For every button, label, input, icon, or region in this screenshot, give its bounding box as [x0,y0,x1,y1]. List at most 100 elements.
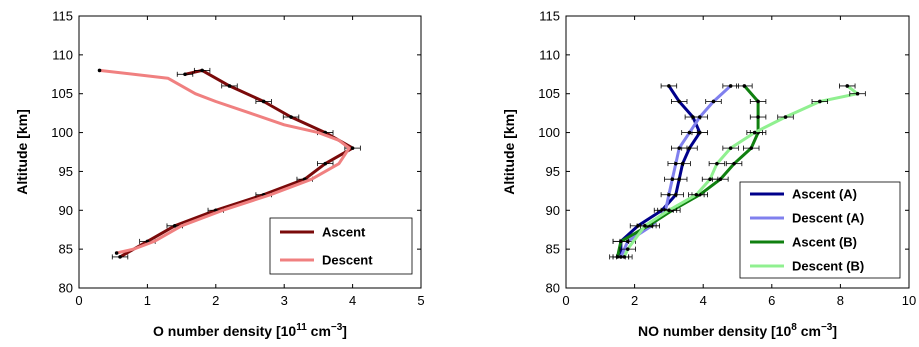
series-2 [97,68,351,255]
data-point [643,224,647,228]
legend-box [739,181,901,279]
y-tick-label: 100 [51,125,73,140]
x-tick-label: 8 [837,293,844,308]
x-tick-label: 4 [349,293,356,308]
y-tick-label: 115 [539,9,560,24]
data-point [114,251,119,255]
data-point [200,68,204,73]
x-axis-label: NO number density [108 cm−3] [638,322,837,339]
y-tick-label: 110 [52,47,73,62]
data-point [708,177,712,181]
legend-label: Descent (B) [792,259,864,274]
chart-o-density: 0 1 2 3 4 5 80 85 90 95 100 105 110 115 O number densi… [14,9,425,340]
data-point [289,115,293,119]
legend: Ascent (A) Descent (A) Ascent (B) Descent (… [739,181,901,279]
data-point [677,99,681,104]
x-tick-label: 6 [768,293,775,308]
x-axis-label-superscript: −3 [821,322,833,333]
x-axis-label-text: cm [307,323,331,339]
x-tick-label: 5 [417,293,424,308]
data-point [261,99,266,104]
series-line [119,68,355,259]
x-axis-label-superscript: 8 [791,322,797,333]
data-point [670,177,675,181]
data-point [687,146,692,150]
data-point [697,130,702,135]
y-tick-label: 105 [538,86,560,101]
legend-label: Ascent (A) [792,187,857,202]
legend-label: Descent (A) [792,211,864,226]
data-point [183,72,187,77]
x-tick-label: 0 [75,293,82,308]
y-tick-label: 85 [546,242,560,257]
series-line [619,84,732,258]
data-point [756,99,760,104]
x-axis-label-text: NO number density [10 [638,323,791,339]
data-point [687,130,692,135]
x-axis-label-text: ] [832,323,837,339]
data-point [667,84,671,88]
legend-label: Descent [322,253,373,268]
y-tick-label: 80 [59,281,73,296]
y-tick-label: 85 [59,242,73,257]
data-point [855,91,860,96]
x-tick-label: 0 [562,293,569,308]
x-axis-label-superscript: 11 [296,322,307,333]
x-axis-label-text: O number density [10 [153,323,296,339]
data-point [694,192,699,197]
data-point [323,161,328,166]
data-point [667,192,671,197]
data-point [715,161,719,166]
data-point [622,255,627,259]
y-axis-label: Altitude [km] [14,109,30,195]
x-tick-label: 10 [902,293,916,308]
data-point [711,99,716,104]
data-point [742,84,747,88]
data-point [673,161,678,166]
data-point [732,161,736,166]
y-axis-label: Altitude [km] [501,109,517,195]
data-point [97,68,102,73]
legend-label: Ascent [322,225,366,240]
data-point [625,247,630,251]
x-tick-label: 1 [144,293,151,308]
x-tick-label: 2 [631,293,638,308]
x-tick-label: 4 [700,293,707,308]
data-point [728,84,733,88]
series-line [99,68,351,255]
y-tick-label: 105 [51,86,73,101]
y-tick-label: 115 [52,9,73,24]
data-point [752,130,757,135]
legend-label: Ascent (B) [792,235,857,250]
y-tick-label: 95 [59,164,73,179]
x-axis-label-text: cm [797,323,821,339]
data-point [818,99,822,104]
legend: Ascent Descent [269,217,413,275]
y-tick-label: 90 [546,203,560,218]
data-point [118,255,122,259]
data-point [667,208,671,213]
series-line [619,85,702,257]
data-point [783,115,788,119]
series-4 [616,83,866,260]
chart-no-density: 0 2 4 6 8 10 80 85 90 95 100 105 110 115 NO number den… [501,9,916,340]
y-tick-label: 100 [538,125,560,140]
data-point [619,239,623,244]
x-tick-label: 3 [281,293,288,308]
y-tick-label: 95 [546,164,560,179]
data-point [756,115,760,119]
data-point [350,146,355,150]
y-tick-label: 80 [546,281,560,296]
data-point [718,177,723,181]
y-tick-label: 110 [539,47,560,62]
data-point [845,84,850,88]
data-point [172,224,177,228]
y-tick-label: 90 [59,203,73,218]
x-axis-label: O number density [1011 cm−3] [153,322,347,339]
legend-box [269,217,413,275]
data-point [749,146,754,150]
data-point [677,146,681,150]
x-axis-label-text: ] [342,323,347,339]
x-axis-label-superscript: −3 [331,322,343,333]
